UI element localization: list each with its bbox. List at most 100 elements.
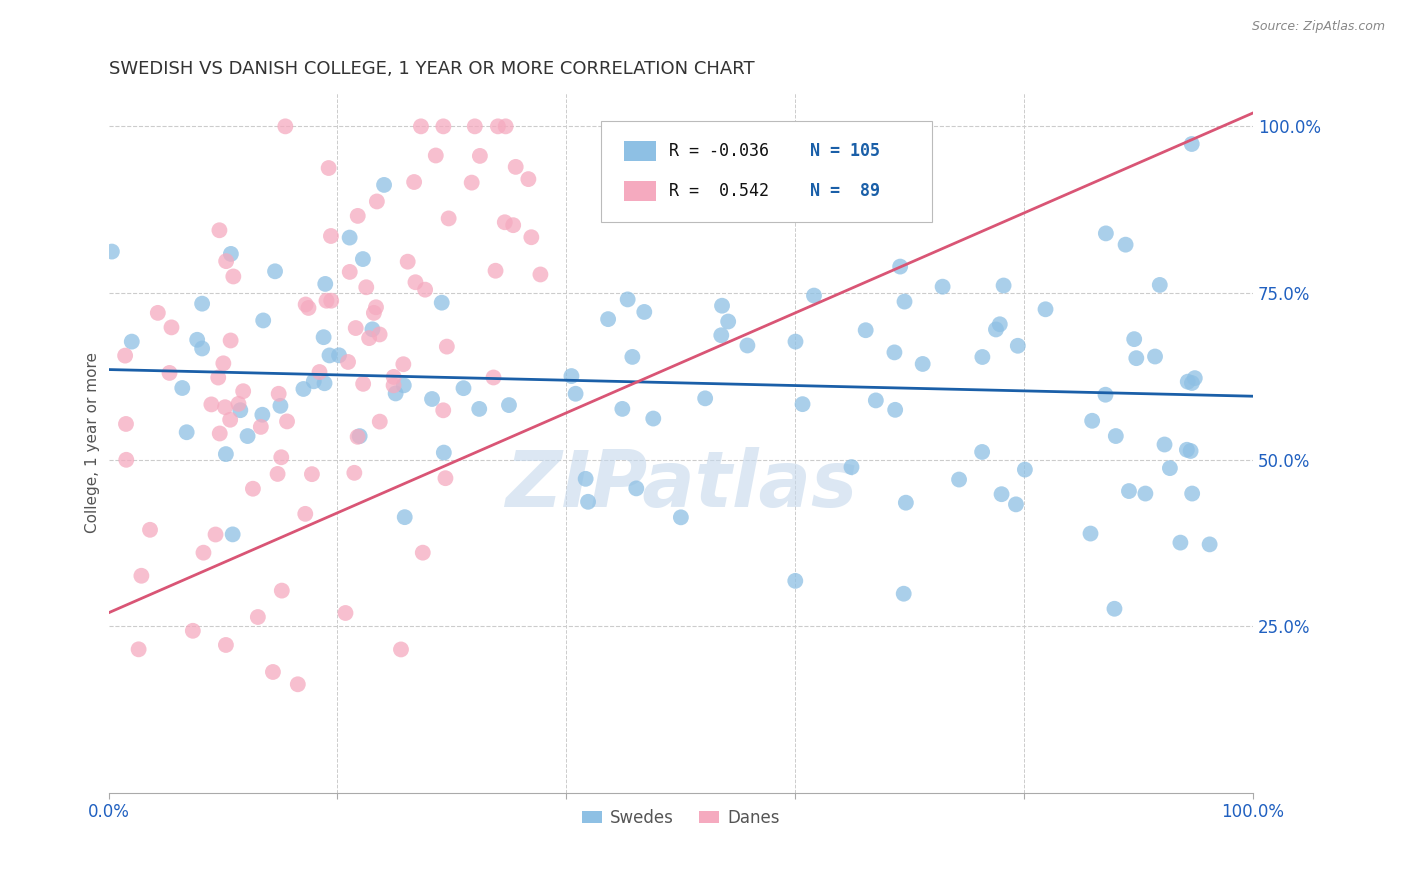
Text: SWEDISH VS DANISH COLLEGE, 1 YEAR OR MORE CORRELATION CHART: SWEDISH VS DANISH COLLEGE, 1 YEAR OR MOR…	[108, 60, 754, 78]
Point	[643, 411, 665, 425]
Point	[482, 370, 505, 384]
Point	[1198, 537, 1220, 551]
Point	[186, 333, 208, 347]
Point	[396, 254, 419, 268]
Point	[297, 301, 319, 315]
Point	[520, 230, 543, 244]
Point	[1184, 371, 1206, 385]
Point	[464, 120, 486, 134]
Point	[711, 299, 734, 313]
Point	[191, 296, 214, 310]
Point	[911, 357, 934, 371]
Point	[318, 348, 340, 362]
Point	[409, 120, 432, 134]
Point	[1181, 376, 1204, 390]
Point	[392, 357, 415, 371]
Point	[1105, 429, 1128, 443]
Point	[276, 414, 298, 428]
Point	[529, 268, 551, 282]
Point	[392, 378, 415, 392]
Point	[1181, 136, 1204, 151]
Point	[200, 397, 222, 411]
Point	[219, 247, 242, 261]
Point	[430, 295, 453, 310]
Point	[626, 482, 648, 496]
Point	[413, 283, 436, 297]
Point	[344, 321, 367, 335]
Point	[564, 386, 586, 401]
Point	[575, 472, 598, 486]
Point	[250, 420, 273, 434]
Point	[1014, 462, 1036, 476]
Point	[101, 244, 124, 259]
Point	[301, 467, 323, 482]
Point	[621, 350, 644, 364]
Point	[1181, 486, 1204, 500]
Point	[432, 120, 454, 134]
Point	[893, 294, 915, 309]
Point	[993, 278, 1015, 293]
Point	[363, 306, 385, 320]
Point	[361, 322, 384, 336]
Point	[207, 370, 229, 384]
Point	[159, 366, 181, 380]
FancyBboxPatch shape	[600, 121, 932, 222]
Point	[219, 334, 242, 348]
Point	[328, 348, 350, 362]
Point	[314, 277, 336, 291]
Point	[560, 369, 582, 384]
Point	[221, 527, 243, 541]
Point	[436, 340, 458, 354]
Point	[710, 328, 733, 343]
Point	[460, 176, 482, 190]
Point	[855, 323, 877, 337]
Point	[1180, 444, 1202, 458]
Point	[803, 288, 825, 302]
Point	[339, 230, 361, 244]
Point	[274, 120, 297, 134]
Point	[484, 264, 506, 278]
Point	[172, 381, 194, 395]
Point	[598, 312, 620, 326]
Point	[893, 587, 915, 601]
Point	[1153, 437, 1175, 451]
Point	[343, 466, 366, 480]
Point	[160, 320, 183, 334]
Point	[349, 429, 371, 443]
Point	[404, 175, 426, 189]
Point	[366, 194, 388, 209]
Point	[212, 356, 235, 370]
Point	[215, 638, 238, 652]
Point	[262, 665, 284, 679]
Point	[576, 495, 599, 509]
Point	[616, 293, 638, 307]
Point	[1081, 414, 1104, 428]
Point	[308, 365, 330, 379]
Point	[1035, 302, 1057, 317]
Point	[883, 345, 905, 359]
Point	[346, 209, 368, 223]
Point	[494, 215, 516, 229]
Point	[264, 264, 287, 278]
Point	[318, 161, 340, 175]
Point	[121, 334, 143, 349]
Point	[889, 260, 911, 274]
Point	[1159, 461, 1181, 475]
Point	[252, 408, 274, 422]
Point	[434, 471, 457, 485]
Legend: Swedes, Danes: Swedes, Danes	[575, 802, 786, 833]
Point	[354, 280, 377, 294]
Point	[884, 402, 907, 417]
Point	[266, 467, 288, 481]
Point	[312, 330, 335, 344]
Text: ZIPatlas: ZIPatlas	[505, 447, 856, 523]
Point	[389, 642, 412, 657]
Point	[352, 252, 374, 266]
Point	[394, 510, 416, 524]
Point	[302, 374, 325, 388]
Point	[1177, 375, 1199, 389]
Point	[270, 450, 292, 465]
Point	[498, 398, 520, 412]
Point	[215, 254, 238, 268]
Point	[232, 384, 254, 399]
